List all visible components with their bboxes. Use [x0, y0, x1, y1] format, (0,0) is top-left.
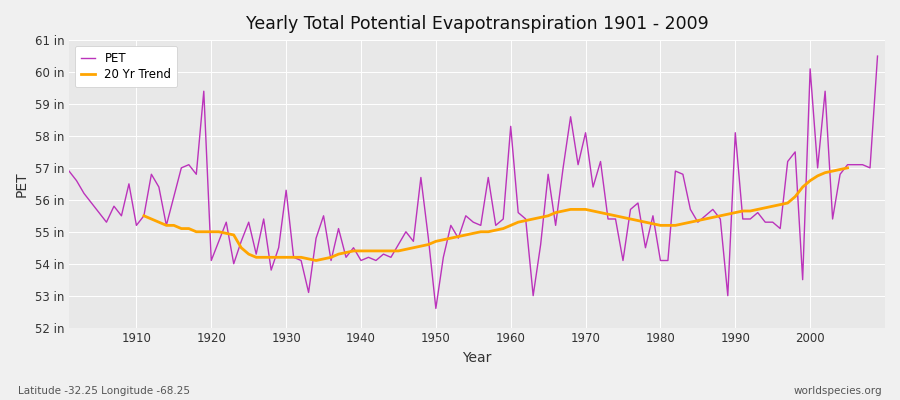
- PET: [288, 255, 299, 260]
- PET: [505, 124, 516, 129]
- 20 Yr Trend: [288, 255, 299, 260]
- PET: [603, 216, 614, 221]
- Line: PET: PET: [69, 56, 878, 308]
- Text: Latitude -32.25 Longitude -68.25: Latitude -32.25 Longitude -68.25: [18, 386, 190, 396]
- Line: 20 Yr Trend: 20 Yr Trend: [144, 168, 848, 260]
- Legend: PET, 20 Yr Trend: PET, 20 Yr Trend: [75, 46, 177, 87]
- PET: [513, 210, 524, 215]
- PET: [64, 169, 75, 174]
- 20 Yr Trend: [505, 223, 516, 228]
- PET: [872, 54, 883, 58]
- Title: Yearly Total Potential Evapotranspiration 1901 - 2009: Yearly Total Potential Evapotranspiratio…: [246, 15, 708, 33]
- 20 Yr Trend: [498, 226, 508, 231]
- PET: [430, 306, 441, 311]
- PET: [123, 182, 134, 186]
- Text: worldspecies.org: worldspecies.org: [794, 386, 882, 396]
- Y-axis label: PET: PET: [15, 171, 29, 197]
- 20 Yr Trend: [595, 210, 606, 215]
- PET: [333, 226, 344, 231]
- 20 Yr Trend: [333, 252, 344, 256]
- X-axis label: Year: Year: [463, 351, 491, 365]
